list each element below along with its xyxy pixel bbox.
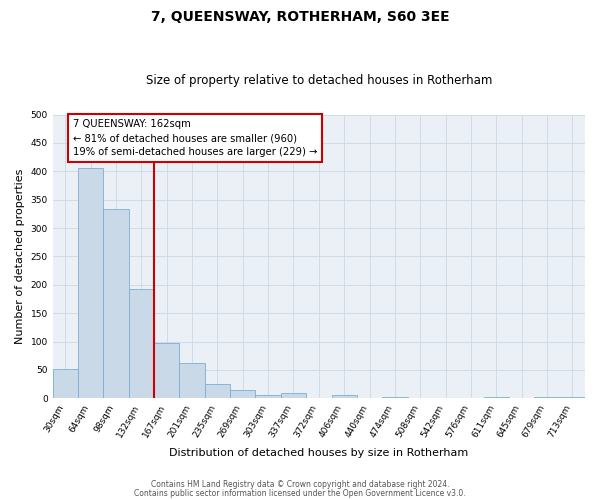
Bar [205,384,230,398]
Bar [382,397,407,398]
Bar [256,395,281,398]
Bar [332,396,357,398]
Bar [154,344,179,398]
Title: Size of property relative to detached houses in Rotherham: Size of property relative to detached ho… [146,74,492,87]
Y-axis label: Number of detached properties: Number of detached properties [15,168,25,344]
Bar [281,392,306,398]
Text: 7 QUEENSWAY: 162sqm
← 81% of detached houses are smaller (960)
19% of semi-detac: 7 QUEENSWAY: 162sqm ← 81% of detached ho… [73,119,317,157]
Bar [535,397,560,398]
Bar [78,168,103,398]
Bar [560,396,585,398]
Text: 7, QUEENSWAY, ROTHERHAM, S60 3EE: 7, QUEENSWAY, ROTHERHAM, S60 3EE [151,10,449,24]
Bar [103,210,129,398]
Bar [484,396,509,398]
Text: Contains HM Land Registry data © Crown copyright and database right 2024.: Contains HM Land Registry data © Crown c… [151,480,449,489]
Bar [179,362,205,398]
Bar [230,390,256,398]
Bar [129,289,154,399]
Text: Contains public sector information licensed under the Open Government Licence v3: Contains public sector information licen… [134,488,466,498]
X-axis label: Distribution of detached houses by size in Rotherham: Distribution of detached houses by size … [169,448,469,458]
Bar [53,369,78,398]
